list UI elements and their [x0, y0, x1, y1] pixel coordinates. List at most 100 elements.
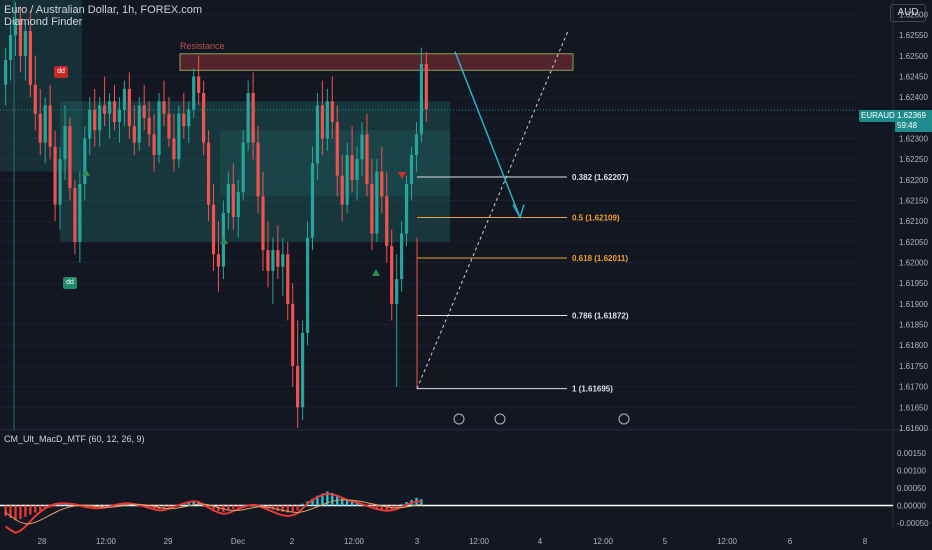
fibonacci-retracement[interactable]: 0.382 (1.62207) 0.5 (1.62109) 0.618 (1.620… [416, 173, 629, 394]
price-tick-label: 1.61800 [899, 341, 928, 350]
symbol-title[interactable]: Euro / Australian Dollar, 1h, FOREX.com [4, 4, 203, 16]
buy-triangle [220, 237, 228, 244]
time-tick-label: 5 [663, 537, 668, 546]
macd-histogram-bar [237, 505, 240, 508]
candle-body [301, 332, 305, 408]
macd-histogram-bar [380, 505, 383, 510]
candle-body [167, 113, 171, 139]
candle-body [48, 105, 52, 147]
candle-body [68, 126, 72, 189]
macd-histogram-bar [192, 502, 195, 506]
candle-body [127, 88, 131, 127]
time-tick-label: 12:00 [717, 537, 738, 546]
macd-histogram-bar [88, 505, 91, 507]
candles [4, 2, 428, 428]
macd-histogram-bar [341, 497, 344, 506]
macd-histogram-bar [123, 503, 126, 506]
candle-body [315, 105, 320, 164]
time-tick-label: 4 [538, 537, 543, 546]
price-tick-label: 1.62400 [899, 93, 928, 102]
candle-body [271, 250, 275, 271]
candle-body [172, 138, 176, 160]
zone-box [60, 101, 450, 242]
candle-body [162, 101, 166, 114]
candle-body [78, 183, 82, 242]
candle-body [266, 250, 270, 271]
candle-body [360, 134, 364, 160]
event-icon [494, 413, 506, 425]
dd-sell-marker[interactable]: dd [54, 66, 68, 78]
candle-body [197, 76, 201, 94]
candle-body [256, 142, 260, 197]
price-tick-label: 1.62550 [899, 31, 928, 40]
candle-body [330, 101, 334, 122]
price-tick-label: 1.62500 [899, 52, 928, 61]
macd-histogram-bar [29, 505, 32, 515]
price-tick-label: 1.62000 [899, 259, 928, 268]
candle-body [98, 105, 102, 131]
candle-body [103, 105, 107, 114]
macd-tick-label: 0.00000 [897, 502, 926, 511]
macd-histogram-bar [395, 505, 398, 509]
macd-histogram-bar [227, 505, 230, 511]
macd-histogram-bar [331, 492, 334, 506]
currency-button[interactable]: AUD [890, 4, 926, 22]
candle-body [182, 113, 186, 127]
candle-body [355, 159, 359, 180]
candle-body [350, 155, 354, 180]
time-tick-label: 12:00 [469, 537, 490, 546]
candle-body [310, 163, 315, 238]
price-badge: 1.62369 59:48 [895, 110, 932, 132]
macd-histogram-bar [182, 503, 185, 506]
candle-body [112, 101, 117, 122]
macd-histogram-bar [58, 504, 62, 506]
price-badge-symbol: EURAUD [859, 110, 899, 122]
candle-body [18, 18, 23, 56]
price-badge-countdown: 59:48 [897, 121, 918, 130]
candle-body [404, 183, 409, 234]
fib-level-label: 0.5 (1.62109) [572, 213, 620, 222]
candle-body [152, 134, 156, 156]
macd-histogram-bar [212, 505, 215, 510]
time-tick-label: 8 [863, 537, 868, 546]
price-tick-label: 1.62600 [899, 10, 928, 19]
candle-body [211, 204, 216, 255]
macd-histogram-bar [281, 505, 284, 512]
candle-body [63, 126, 67, 160]
candle-body [276, 250, 280, 267]
candle-body [370, 183, 374, 234]
macd-histogram-bar [24, 505, 27, 517]
indicator-title[interactable]: Diamond Finder [4, 16, 83, 28]
macd-tick-label: 0.00100 [897, 467, 926, 476]
macd-tick-label: -0.00050 [897, 519, 929, 528]
candle-body [409, 155, 414, 184]
price-tick-label: 1.61650 [899, 403, 928, 412]
time-tick-label: 2 [290, 537, 295, 546]
candle-body [187, 109, 191, 127]
candle-body [345, 155, 349, 205]
candle-body [137, 105, 141, 143]
candle-body [107, 101, 112, 114]
macd-histogram-bar [326, 491, 329, 506]
macd-line [5, 492, 422, 534]
candle-body [414, 134, 419, 156]
candle-body [43, 105, 47, 143]
time-tick-label: Dec [231, 537, 245, 546]
macd-histogram-bar [19, 505, 22, 519]
macd-histogram-bar [271, 505, 275, 510]
price-tick-label: 1.62250 [899, 155, 928, 164]
time-tick-label: 3 [415, 537, 420, 546]
candle-body [38, 113, 42, 143]
macd-histogram-bar [296, 505, 299, 511]
candle-body [390, 246, 394, 304]
macd-histogram-bar [4, 505, 7, 516]
time-tick-label: 28 [38, 537, 47, 546]
dd-buy-marker[interactable]: dd [63, 277, 77, 289]
macd-title[interactable]: CM_Ult_MacD_MTF (60, 12, 26, 9) [4, 434, 145, 444]
candle-body [375, 171, 379, 234]
candle-body [192, 76, 196, 110]
sell-triangle [398, 172, 406, 179]
resistance-label: Resistance [180, 41, 225, 51]
macd-histogram-bar [286, 505, 289, 513]
